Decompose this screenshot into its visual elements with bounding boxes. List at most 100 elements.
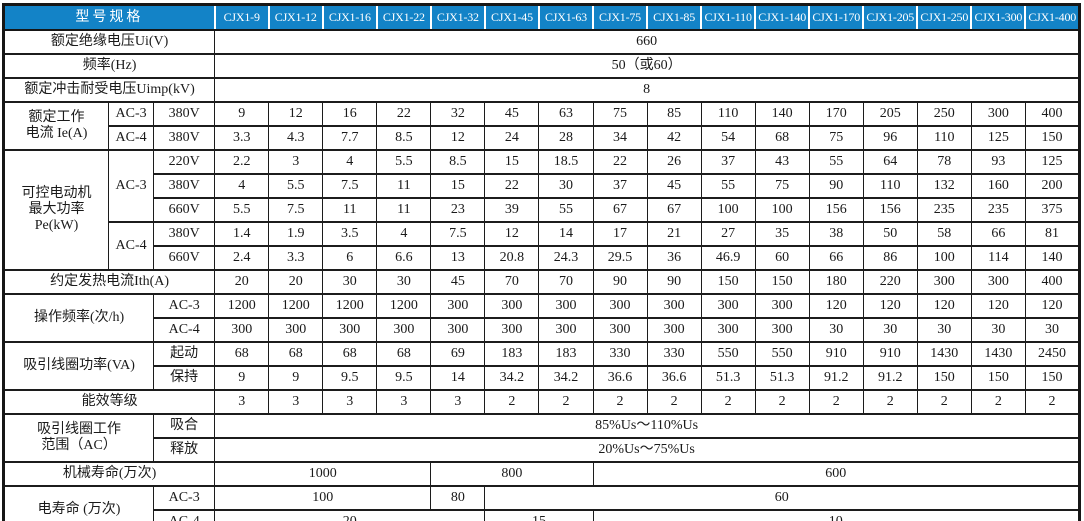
model-header-cell: CJX1-16 <box>321 3 378 31</box>
value-cell: 150 <box>754 269 810 295</box>
value-cell: 78 <box>916 149 972 175</box>
value-cell: 220 <box>862 269 918 295</box>
value-cell: 15 <box>484 149 540 175</box>
sub-label-cell: 起动 <box>153 341 216 367</box>
sub-label-cell: AC-4 <box>108 125 155 151</box>
value-cell: 9.5 <box>322 365 378 391</box>
table-row: 660V 2.4 3.3 6 6.6 13 20.8 24.3 29.5 36 46.9 60 66 86… <box>4 245 1081 271</box>
value-cell: 8.5 <box>376 125 432 151</box>
value-cell: 300 <box>754 293 810 319</box>
value-cell: 7.5 <box>430 221 486 247</box>
value-cell: 300 <box>322 317 378 343</box>
row-label-cell: 额定工作 电流 Ie(A) <box>2 101 110 151</box>
value-cell: 800 <box>430 461 594 487</box>
value-cell: 90 <box>592 269 648 295</box>
value-cell: 45 <box>646 173 702 199</box>
table-row: 可控电动机 最大功率 Pe(kW) AC-3 220V 2.2 3 4 5.5 8.5 15 18… <box>2 149 1081 271</box>
value-cell: 30 <box>538 173 594 199</box>
value-cell: 23 <box>430 197 486 223</box>
value-cell: 183 <box>484 341 540 367</box>
table-row: 380V 4 5.5 7.5 11 15 22 30 37 45 55 75 90 110 132 160 20… <box>4 173 1081 199</box>
value-cell: 2 <box>592 389 648 415</box>
value-cell: 125 <box>970 125 1026 151</box>
value-cell: 125 <box>1024 149 1081 175</box>
row-label-cell: 吸引线圈工作 范围（AC） <box>2 413 155 463</box>
value-cell: 150 <box>916 365 972 391</box>
sub-label-cell: AC-3 <box>153 293 216 319</box>
value-cell: 2 <box>700 389 756 415</box>
value-cell: 91.2 <box>808 365 864 391</box>
value-cell: 67 <box>592 197 648 223</box>
value-cell: 156 <box>862 197 918 223</box>
value-cell: 34.2 <box>538 365 594 391</box>
value-cell: 150 <box>700 269 756 295</box>
value-cell: 1.9 <box>268 221 324 247</box>
value-cell: 9 <box>268 365 324 391</box>
value-cell: 150 <box>1024 365 1081 391</box>
value-cell: 21 <box>646 221 702 247</box>
value-cell: 45 <box>484 101 540 127</box>
value-cell: 120 <box>970 293 1026 319</box>
value-cell: 2 <box>916 389 972 415</box>
value-cell: 14 <box>430 365 486 391</box>
value-cell: 3 <box>430 389 486 415</box>
value-cell: 300 <box>214 317 270 343</box>
table-row: 660V 5.5 7.5 11 11 23 39 55 67 67 100 100 156 156 235 2… <box>4 197 1081 223</box>
value-cell: 20%Us～75%Us <box>214 437 1080 463</box>
value-cell: 2 <box>970 389 1026 415</box>
value-cell: 3.3 <box>268 245 324 271</box>
value-cell: 30 <box>808 317 864 343</box>
value-cell: 1430 <box>970 341 1026 367</box>
sub-label-cell: AC-3 <box>108 149 155 223</box>
value-cell: 300 <box>700 317 756 343</box>
value-cell: 160 <box>970 173 1026 199</box>
value-cell: 20 <box>268 269 324 295</box>
value-cell: 55 <box>538 197 594 223</box>
value-cell: 150 <box>970 365 1026 391</box>
value-cell: 200 <box>1024 173 1081 199</box>
value-cell: 90 <box>646 269 702 295</box>
model-header-cell: CJX1-12 <box>267 3 324 31</box>
value-cell: 110 <box>862 173 918 199</box>
value-cell: 66 <box>808 245 864 271</box>
value-cell: 85%Us～110%Us <box>214 413 1080 439</box>
row-label-cell: 操作频率(次/h) <box>2 293 155 343</box>
value-cell: 9.5 <box>376 365 432 391</box>
value-cell: 110 <box>916 125 972 151</box>
value-cell: 300 <box>916 269 972 295</box>
value-cell: 300 <box>538 317 594 343</box>
value-cell: 69 <box>430 341 486 367</box>
model-header-cell: CJX1-170 <box>808 3 865 31</box>
value-cell: 75 <box>592 101 648 127</box>
model-header-cell: CJX1-250 <box>916 3 973 31</box>
table-row: 释放 20%Us～75%Us <box>4 437 1080 463</box>
sub-label-cell: 保持 <box>153 365 216 391</box>
value-cell: 38 <box>808 221 864 247</box>
value-cell: 96 <box>862 125 918 151</box>
value-cell: 93 <box>970 149 1026 175</box>
value-cell: 156 <box>808 197 864 223</box>
value-cell: 132 <box>916 173 972 199</box>
value-cell: 300 <box>970 101 1026 127</box>
value-cell: 10 <box>592 509 1080 521</box>
sub-label-cell: AC-4 <box>153 317 216 343</box>
value-cell: 100 <box>754 197 810 223</box>
value-cell: 114 <box>970 245 1026 271</box>
value-cell: 8.5 <box>430 149 486 175</box>
value-cell: 120 <box>1024 293 1081 319</box>
value-cell: 36.6 <box>646 365 702 391</box>
spec-table: 型号规格 CJX1-9 CJX1-12 CJX1-16 CJX1-22 CJX1-32 CJ… <box>2 3 1081 521</box>
value-cell: 3 <box>214 389 270 415</box>
value-cell: 300 <box>700 293 756 319</box>
value-cell: 63 <box>538 101 594 127</box>
model-header-cell: CJX1-140 <box>754 3 811 31</box>
value-cell: 140 <box>754 101 810 127</box>
value-cell: 34 <box>592 125 648 151</box>
value-cell: 100 <box>700 197 756 223</box>
value-cell: 68 <box>214 341 270 367</box>
value-cell: 6 <box>322 245 378 271</box>
value-cell: 34.2 <box>484 365 540 391</box>
value-cell: 37 <box>700 149 756 175</box>
value-cell: 2.2 <box>214 149 270 175</box>
